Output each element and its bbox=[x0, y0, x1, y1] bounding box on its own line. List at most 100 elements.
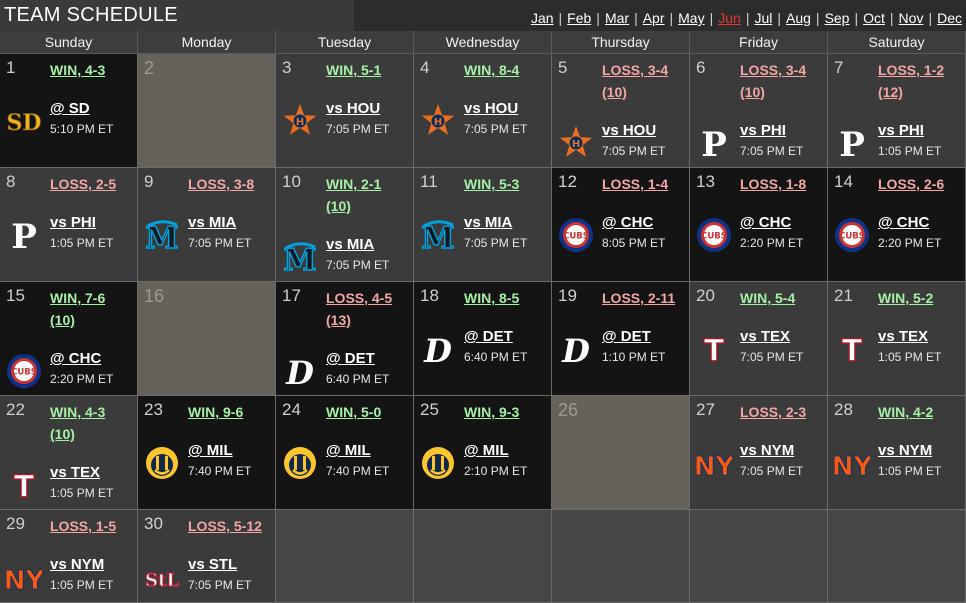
day-number: 7 bbox=[834, 58, 844, 77]
game-time: 7:05 PM ET bbox=[188, 578, 252, 592]
month-separator: | bbox=[889, 10, 894, 26]
month-separator: | bbox=[854, 10, 859, 26]
game-result-link[interactable]: WIN, 5-2 bbox=[878, 290, 934, 306]
opponent-link[interactable]: @ MIL bbox=[464, 442, 509, 459]
game-result-link[interactable]: WIN, 5-1 bbox=[326, 62, 382, 78]
game-time: 6:40 PM ET bbox=[326, 372, 390, 386]
month-link-jan[interactable]: Jan bbox=[530, 10, 554, 26]
game-result-link[interactable]: LOSS, 4-5 (13) bbox=[326, 290, 393, 328]
game-result-link[interactable]: LOSS, 3-8 bbox=[188, 176, 255, 192]
game-result-link[interactable]: LOSS, 2-5 bbox=[50, 176, 117, 192]
month-link-jun[interactable]: Jun bbox=[718, 10, 741, 26]
game-result-link[interactable]: WIN, 8-4 bbox=[464, 62, 520, 78]
opponent-link[interactable]: vs HOU bbox=[464, 100, 519, 117]
opponent-link[interactable]: @ DET bbox=[602, 328, 651, 345]
month-link-nov[interactable]: Nov bbox=[898, 10, 924, 26]
game-result-link[interactable]: WIN, 4-2 bbox=[878, 404, 934, 420]
opponent-link[interactable]: vs MIA bbox=[326, 236, 375, 253]
opponent-link[interactable]: @ MIL bbox=[188, 442, 233, 459]
day-number: 18 bbox=[420, 286, 439, 305]
day-number: 21 bbox=[834, 286, 853, 305]
month-link-may[interactable]: May bbox=[678, 10, 705, 26]
month-separator: | bbox=[928, 10, 933, 26]
game-time: 7:05 PM ET bbox=[740, 350, 804, 364]
svg-text:NY: NY bbox=[6, 566, 42, 596]
day-number: 4 bbox=[420, 58, 430, 77]
game-result-link[interactable]: WIN, 4-3 (10) bbox=[50, 404, 106, 442]
opponent-link[interactable]: vs MIA bbox=[188, 214, 237, 231]
month-link-jul[interactable]: Jul bbox=[754, 10, 773, 26]
game-result-link[interactable]: WIN, 8-5 bbox=[464, 290, 520, 306]
opponent-link[interactable]: @ DET bbox=[464, 328, 513, 345]
game-result-link[interactable]: LOSS, 2-3 bbox=[740, 404, 807, 420]
opponent-link[interactable]: vs TEX bbox=[50, 464, 101, 481]
opponent-link[interactable]: vs PHI bbox=[740, 122, 786, 139]
opponent-link[interactable]: @ CHC bbox=[602, 214, 654, 231]
tigers-logo-icon: D bbox=[423, 332, 452, 368]
game-result-link[interactable]: LOSS, 3-4 (10) bbox=[602, 62, 669, 100]
month-separator: | bbox=[669, 10, 674, 26]
opponent-link[interactable]: vs STL bbox=[188, 556, 238, 573]
month-link-feb[interactable]: Feb bbox=[567, 10, 592, 26]
svg-text:CUBS: CUBS bbox=[563, 232, 589, 242]
game-result-link[interactable]: WIN, 5-4 bbox=[740, 290, 796, 306]
month-link-mar[interactable]: Mar bbox=[604, 10, 630, 26]
game-result-link[interactable]: LOSS, 1-2 (12) bbox=[878, 62, 945, 100]
calendar-empty-cell bbox=[828, 510, 966, 603]
opponent-link[interactable]: vs PHI bbox=[50, 214, 96, 231]
opponent-link[interactable]: vs NYM bbox=[740, 442, 795, 459]
calendar-day-17: 17 LOSS, 4-5 (13) D @ DET 6:40 PM ET bbox=[276, 282, 414, 396]
weekday-monday: Monday bbox=[138, 31, 276, 54]
game-result-link[interactable]: WIN, 4-3 bbox=[50, 62, 106, 78]
game-result-link[interactable]: WIN, 7-6 (10) bbox=[50, 290, 106, 328]
day-number: 29 bbox=[6, 514, 25, 533]
opponent-link[interactable]: vs TEX bbox=[878, 328, 929, 345]
game-result-link[interactable]: LOSS, 1-5 bbox=[50, 518, 117, 534]
svg-text:CUBS: CUBS bbox=[839, 232, 865, 242]
opponent-link[interactable]: @ CHC bbox=[740, 214, 792, 231]
game-result-link[interactable]: WIN, 5-3 bbox=[464, 176, 520, 192]
opponent-link[interactable]: vs HOU bbox=[602, 122, 657, 139]
opponent-link[interactable]: vs TEX bbox=[740, 328, 791, 345]
game-result-link[interactable]: LOSS, 5-12 bbox=[188, 518, 262, 534]
game-result-link[interactable]: WIN, 5-0 bbox=[326, 404, 382, 420]
game-result-link[interactable]: LOSS, 1-4 bbox=[602, 176, 669, 192]
opponent-link[interactable]: vs NYM bbox=[878, 442, 933, 459]
opponent-link[interactable]: @ CHC bbox=[878, 214, 930, 231]
opponent-link[interactable]: vs HOU bbox=[326, 100, 381, 117]
game-result-link[interactable]: WIN, 9-6 bbox=[188, 404, 244, 420]
opponent-link[interactable]: @ SD bbox=[50, 100, 90, 117]
opponent-link[interactable]: vs NYM bbox=[50, 556, 105, 573]
month-separator: | bbox=[558, 10, 563, 26]
phillies-logo-icon: P bbox=[11, 217, 37, 254]
month-link-aug[interactable]: Aug bbox=[786, 10, 811, 26]
game-result-link[interactable]: WIN, 9-3 bbox=[464, 404, 520, 420]
month-link-dec[interactable]: Dec bbox=[937, 10, 962, 26]
game-time: 7:05 PM ET bbox=[464, 122, 528, 136]
opponent-link[interactable]: vs PHI bbox=[878, 122, 924, 139]
opponent-link[interactable]: @ MIL bbox=[326, 442, 371, 459]
game-result-link[interactable]: LOSS, 2-11 bbox=[602, 290, 676, 306]
month-link-apr[interactable]: Apr bbox=[642, 10, 665, 26]
calendar-day-25: 25 WIN, 9-3 @ MIL 2:10 PM ET bbox=[414, 396, 552, 510]
svg-text:SD: SD bbox=[7, 110, 42, 136]
game-time: 1:05 PM ET bbox=[50, 236, 114, 250]
marlins-logo-icon: M bbox=[145, 220, 179, 254]
game-result-link[interactable]: LOSS, 1-8 bbox=[740, 176, 807, 192]
opponent-link[interactable]: @ CHC bbox=[50, 350, 102, 367]
game-result-link[interactable]: LOSS, 2-6 bbox=[878, 176, 945, 192]
game-result-link[interactable]: LOSS, 3-4 (10) bbox=[740, 62, 807, 100]
day-number: 12 bbox=[558, 172, 577, 191]
game-result-link[interactable]: WIN, 2-1 (10) bbox=[326, 176, 382, 214]
month-link-oct[interactable]: Oct bbox=[863, 10, 885, 26]
month-link-sep[interactable]: Sep bbox=[824, 10, 850, 26]
game-time: 1:10 PM ET bbox=[602, 350, 666, 364]
opponent-link[interactable]: vs MIA bbox=[464, 214, 513, 231]
day-number: 16 bbox=[144, 286, 165, 306]
opponent-link[interactable]: @ DET bbox=[326, 350, 375, 367]
